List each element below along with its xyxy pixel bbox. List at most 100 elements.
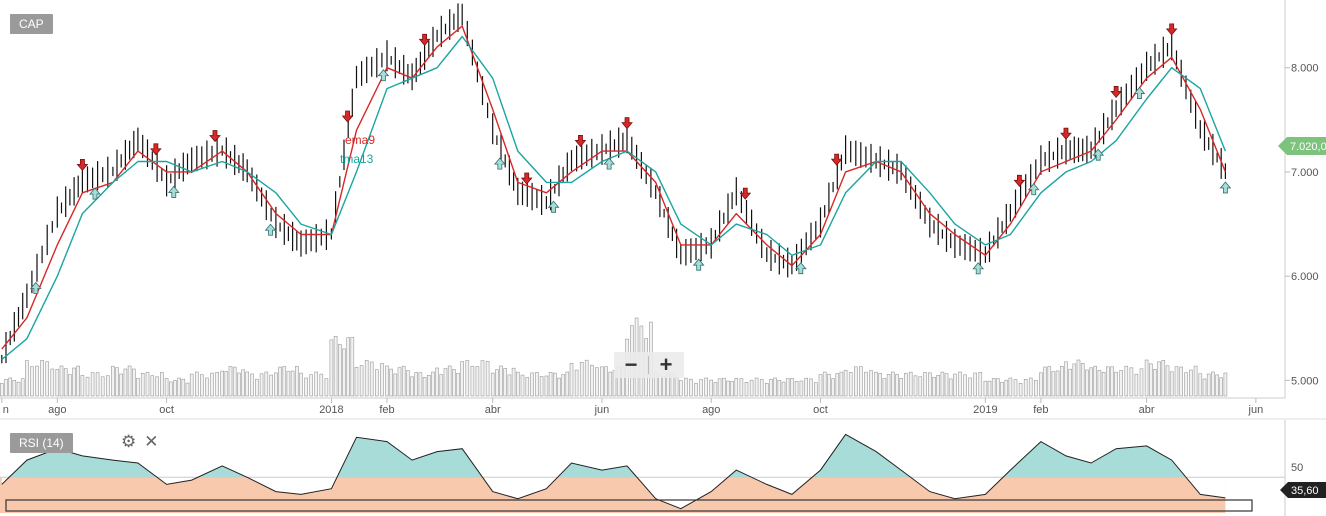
volume-bar [1064,361,1068,397]
volume-bar [530,372,534,397]
close-icon[interactable]: ✕ [144,432,159,451]
volume-bar [72,367,76,397]
volume-bar [314,371,319,397]
volume-bar [831,378,835,397]
volume-bar [1013,379,1018,397]
volume-bar [1174,366,1179,397]
volume-bar [1189,369,1193,397]
volume-bar [1089,367,1093,397]
volume-bar [452,369,456,397]
series-line-tma13 [1,35,1227,361]
legend-ema9: ema9 [345,133,375,147]
volume-bar [785,378,790,397]
volume-bar [684,377,688,397]
volume-bar [480,360,485,397]
volume-bar [923,372,927,397]
volume-bar [418,372,423,397]
volume-bar [869,370,873,397]
symbol-tag[interactable]: CAP [10,14,53,34]
volume-bar [30,366,34,397]
volume-bar [895,374,899,397]
volume-bar [1219,377,1223,397]
volume-bar [250,373,254,397]
volume-bar [940,371,945,397]
time-tick-label: feb [379,404,394,416]
volume-bar [95,372,100,397]
volume-bar [604,366,608,397]
volume-bar [848,372,853,397]
rsi-tools: ⚙ ✕ [121,432,167,452]
volume-bar [264,371,269,397]
volume-bar [337,344,342,397]
volume-bar [237,372,241,397]
volume-bar [1060,365,1064,397]
volume-bar [111,365,115,397]
volume-bar [1149,363,1153,397]
volume-bar [717,378,722,397]
volume-bar [658,375,662,397]
volume-bar [520,374,525,397]
volume-bar [1157,361,1161,397]
volume-bar [485,361,490,397]
time-tick-label: n [3,404,9,416]
volume-bar [364,359,369,397]
series-line-ema9 [1,25,1227,350]
volume-bar [853,366,858,397]
volume-bar [329,339,334,397]
sell-arrow-icon [76,158,89,171]
volume-bar [241,369,245,397]
gear-icon[interactable]: ⚙ [121,432,137,451]
price-tick-label: 6.000 [1291,271,1319,283]
volume-bar [781,381,786,397]
volume-bar [115,367,119,397]
volume-bar [259,373,264,397]
volume-bar [397,367,402,397]
volume-bar [1144,359,1149,397]
zoom-out-button[interactable]: − [624,352,638,377]
volume-bar [794,381,799,397]
volume-bar [35,365,39,397]
volume-bar [435,367,439,397]
moving-averages [1,25,1227,361]
volume-bar [968,377,972,397]
price-tick-label: 8.000 [1291,63,1319,75]
sell-arrow-icon [341,110,354,123]
volume-bar [123,368,128,397]
rsi-value-label: 35,60 [1291,485,1319,497]
buy-arrow-icon [89,187,101,200]
volume-bar [1093,365,1097,397]
volume-bar [145,371,150,397]
volume-bar [822,371,827,397]
rsi-level-label: 50 [1291,462,1303,474]
rsi-zone-below [0,477,1226,513]
buy-arrow-icon [377,69,390,82]
volume-bar [374,369,379,397]
volume-bar [730,380,734,397]
volume-bar [1076,359,1081,397]
volume-bar [878,373,883,397]
volume-bar [890,371,895,397]
volume-bar [1179,366,1183,397]
volume-bar [973,372,978,397]
volume-bar [333,335,338,397]
legend-tma13: tma13 [340,152,374,166]
volume-bar [953,373,957,397]
volume-bar [689,378,693,397]
volume-bar [245,371,249,397]
time-tick-label: feb [1033,404,1048,416]
volume-bar [45,361,50,397]
rsi-range-box [5,499,1253,512]
current-price-label: 7.020,0 [1290,141,1326,153]
zoom-in-button[interactable]: + [659,352,673,377]
volume-bar [422,376,427,397]
volume-bar [1161,359,1166,397]
volume-bar [385,365,389,397]
volume-bar [799,380,804,397]
volume-bar [1153,368,1157,397]
time-tick-label: ago [48,404,66,416]
volume-bar [713,382,718,397]
rsi-label[interactable]: RSI (14) [10,433,73,453]
volume-bar [76,365,80,397]
volume-bar [68,374,72,397]
